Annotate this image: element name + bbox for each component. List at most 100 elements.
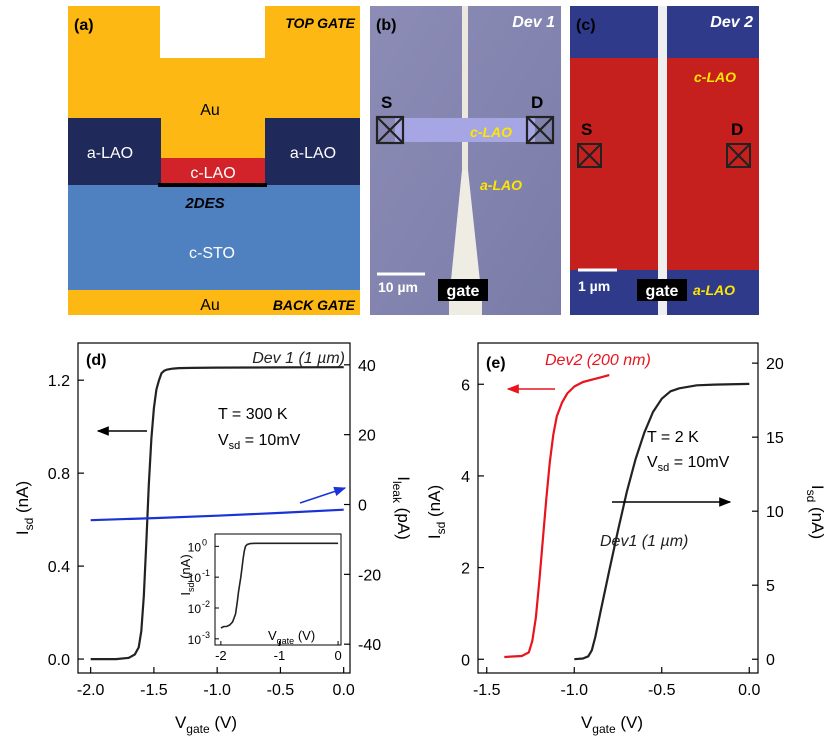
y-tick-label: 0.4 bbox=[48, 559, 70, 576]
source-label: S bbox=[381, 93, 392, 112]
chart-d-temperature: T = 300 K bbox=[218, 406, 288, 423]
inset-ylabel-sub: sd bbox=[186, 583, 196, 593]
x-tick-label: -0.5 bbox=[267, 682, 295, 699]
y2-tick-label: 0 bbox=[358, 498, 367, 515]
x-tick-label: 0.0 bbox=[738, 682, 760, 699]
a-lao-left-layer bbox=[68, 118, 161, 185]
inset-x-tick-label: 0 bbox=[334, 648, 341, 663]
top-gate-label: TOP GATE bbox=[285, 15, 355, 31]
a-lao-c-label: a-LAO bbox=[693, 282, 735, 298]
chart-e-xlabel-unit: (V) bbox=[616, 713, 643, 732]
source-c-label: S bbox=[581, 120, 592, 139]
inset-y-tick-label: 10 bbox=[188, 540, 202, 554]
inset-series bbox=[220, 542, 339, 629]
panel-b-micrograph: (b) Dev 1 S D c-LAO a-LAO 10 µm gate bbox=[370, 6, 561, 315]
chart-d-vsd-v: V bbox=[218, 432, 229, 449]
inset-series-line bbox=[220, 542, 339, 629]
y2-tick-label: 15 bbox=[766, 430, 784, 447]
chart-e-ylabel-unit: (nA) bbox=[425, 485, 444, 522]
chart-d-vsd-sub: sd bbox=[229, 440, 241, 452]
chart-e-y2label-main: I bbox=[808, 485, 827, 490]
source-contact-icon bbox=[375, 115, 405, 145]
y-tick-label: 6 bbox=[461, 377, 470, 394]
panel-a-label: (a) bbox=[74, 17, 94, 34]
scale-c-label: 1 µm bbox=[578, 278, 610, 294]
series-line-i-sd bbox=[90, 366, 344, 661]
panel-b-label: (b) bbox=[376, 17, 396, 34]
chart-d-title: Dev 1 (1 µm) bbox=[252, 350, 345, 367]
chart-d-arrow-right bbox=[299, 486, 347, 504]
chart-d-xlabel-main: V bbox=[175, 713, 187, 732]
chart-e-panel-label: (e) bbox=[486, 355, 506, 372]
inset-y-tick-exponent: -1 bbox=[202, 568, 210, 578]
chart-e-temperature: T = 2 K bbox=[647, 429, 699, 446]
chart-e-legend-dev1: Dev1 (1 µm) bbox=[600, 533, 688, 550]
c-lao-red-region-right bbox=[667, 58, 759, 270]
panel-c-micrograph: (c) Dev 2 c-LAO S D 1 µm gate a-LAO bbox=[570, 6, 759, 315]
y-tick-label: 0.8 bbox=[48, 466, 70, 483]
c-lao-c-label: c-LAO bbox=[694, 69, 736, 85]
inset-frame bbox=[214, 533, 342, 646]
chart-d-y2-ticks: 40 20 0 -20 -40 bbox=[344, 358, 381, 654]
chart-d: -2.0 -1.5 -1.0 -0.5 0.0 0.00.40.81.2 40200-2… bbox=[13, 342, 413, 736]
gate-b-label: gate bbox=[447, 283, 480, 300]
chart-d-xlabel: Vgate (V) bbox=[175, 713, 237, 736]
inset-xlabel-unit: (V) bbox=[294, 628, 315, 643]
gate-c-label-bg bbox=[637, 279, 687, 301]
chart-d-frame bbox=[77, 342, 351, 674]
series-line-dev1-1-m- bbox=[574, 382, 750, 661]
x-tick-label: 0.0 bbox=[333, 682, 355, 699]
y2-tick-label: 5 bbox=[766, 578, 775, 595]
inset-xlabel: Vgate (V) bbox=[268, 628, 315, 646]
au-top-label: Au bbox=[200, 102, 220, 119]
c-lao-layer bbox=[161, 158, 265, 185]
chart-e-vsd: Vsd = 10mV bbox=[647, 454, 730, 474]
chart-d-xlabel-unit: (V) bbox=[210, 713, 237, 732]
top-gate-notch bbox=[160, 6, 265, 58]
inset-ylabel-unit: (nA) bbox=[178, 554, 193, 582]
c-lao-channel bbox=[395, 118, 535, 142]
2des-label: 2DES bbox=[184, 195, 224, 212]
y2-tick-label: 0 bbox=[766, 652, 775, 669]
inset-xlabel-sub: gate bbox=[277, 636, 295, 646]
y2-tick-label: 20 bbox=[358, 428, 376, 445]
x-tick-label: -1.5 bbox=[473, 682, 501, 699]
chart-e-ylabel-main: I bbox=[425, 534, 444, 539]
gate-wire-thin bbox=[462, 6, 468, 186]
y2-tick-label: 10 bbox=[766, 504, 784, 521]
au-bottom-label: Au bbox=[200, 297, 220, 314]
y-tick-label: 4 bbox=[461, 469, 470, 486]
inset-y-tick-exponent: -2 bbox=[202, 599, 210, 609]
chart-e-y2label-unit: (nA) bbox=[808, 502, 827, 539]
drain-contact-c-icon bbox=[726, 143, 751, 168]
drain-contact-icon bbox=[525, 115, 555, 145]
chart-e-y2-ticks: 0 5 10 15 20 bbox=[752, 356, 784, 669]
chart-e-ylabel-sub: sd bbox=[434, 522, 448, 535]
inset-xlabel-main: V bbox=[268, 628, 277, 643]
y2-tick-label: 20 bbox=[766, 356, 784, 373]
chart-e-legend-dev2: Dev2 (200 nm) bbox=[545, 352, 651, 369]
chart-e-xlabel-main: V bbox=[581, 713, 593, 732]
inset-x-ticks: -2 -1 0 bbox=[215, 641, 342, 663]
chart-e-vsd-sub: sd bbox=[658, 462, 670, 474]
chart-d-y2label: Ileak (pA) bbox=[390, 476, 413, 540]
inset-y-tick-exponent: -3 bbox=[202, 630, 210, 640]
c-lao-label: c-LAO bbox=[190, 165, 235, 182]
chart-d-y2label-main: I bbox=[394, 476, 413, 481]
drain-c-label: D bbox=[731, 120, 743, 139]
chart-e-y-ticks: 0 2 4 6 bbox=[461, 377, 484, 669]
chart-e: -1.5 -1.0 -0.5 0.0 0 2 4 6 0 5 10 15 20 (e) Dev2 (… bbox=[425, 342, 827, 736]
chart-d-y2label-sub: leak bbox=[390, 481, 404, 504]
a-lao-b-label: a-LAO bbox=[480, 177, 522, 193]
dev2-label: Dev 2 bbox=[710, 14, 753, 31]
y2-tick-label: -40 bbox=[358, 637, 381, 654]
chart-e-xlabel: Vgate (V) bbox=[581, 713, 643, 736]
x-tick-label: -1.0 bbox=[560, 682, 588, 699]
gate-b-label-bg bbox=[438, 279, 488, 301]
chart-d-x-ticks: -2.0 -1.5 -1.0 -0.5 0.0 bbox=[77, 667, 355, 699]
inset-ylabel-main: I bbox=[178, 592, 193, 596]
c-sto-substrate bbox=[68, 185, 360, 290]
